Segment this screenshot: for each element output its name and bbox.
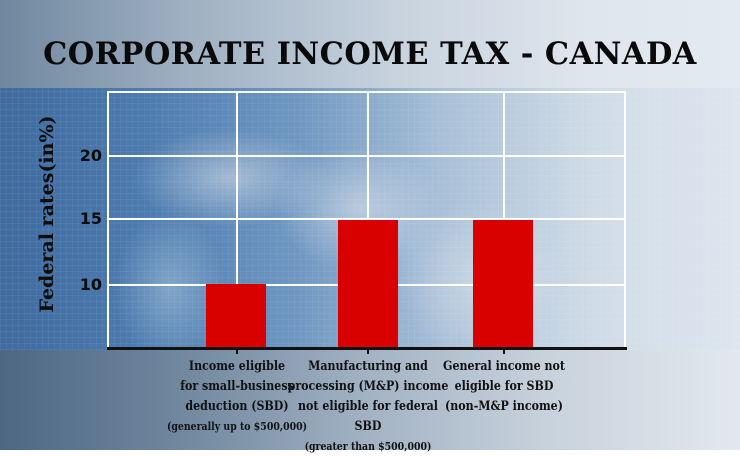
x-label-line: (non-M&P income) bbox=[445, 399, 563, 414]
y-tick-15: 15 bbox=[79, 209, 102, 228]
gridline-20 bbox=[107, 155, 626, 157]
y-tick-20: 20 bbox=[79, 146, 102, 165]
x-label-general-income: General income not eligible for SBD (non… bbox=[423, 357, 585, 417]
bar-general-income bbox=[473, 219, 533, 348]
x-label-line: processing (M&P) income bbox=[287, 379, 449, 394]
gridline-category-1 bbox=[236, 91, 238, 348]
x-axis-line bbox=[107, 347, 627, 350]
header-background bbox=[0, 0, 740, 90]
x-label-line: not eligible for federal SBD bbox=[297, 399, 439, 434]
bar-small-business bbox=[206, 283, 266, 348]
x-tick-1 bbox=[236, 349, 238, 354]
x-label-small-business: Income eligible for small-business deduc… bbox=[156, 357, 318, 437]
bar-manufacturing-processing bbox=[338, 219, 398, 348]
x-label-note: (greater than $500,000) bbox=[304, 440, 432, 453]
x-label-line: Manufacturing and bbox=[308, 359, 428, 374]
x-tick-2 bbox=[367, 349, 369, 354]
x-label-line: eligible for SBD bbox=[454, 379, 554, 394]
x-label-line: General income not bbox=[443, 359, 565, 374]
y-tick-10: 10 bbox=[79, 275, 102, 294]
y-axis-label: Federal rates(in%) bbox=[36, 115, 58, 313]
gridline-15 bbox=[107, 218, 626, 220]
x-tick-3 bbox=[503, 349, 505, 354]
x-label-line: deduction (SBD) bbox=[185, 399, 289, 414]
x-label-note: (generally up to $500,000) bbox=[166, 420, 308, 433]
chart-title: CORPORATE INCOME TAX - CANADA bbox=[43, 36, 697, 72]
footer-background bbox=[0, 350, 740, 450]
x-label-line: Income eligible bbox=[188, 359, 286, 374]
x-label-line: for small-business bbox=[180, 379, 294, 394]
